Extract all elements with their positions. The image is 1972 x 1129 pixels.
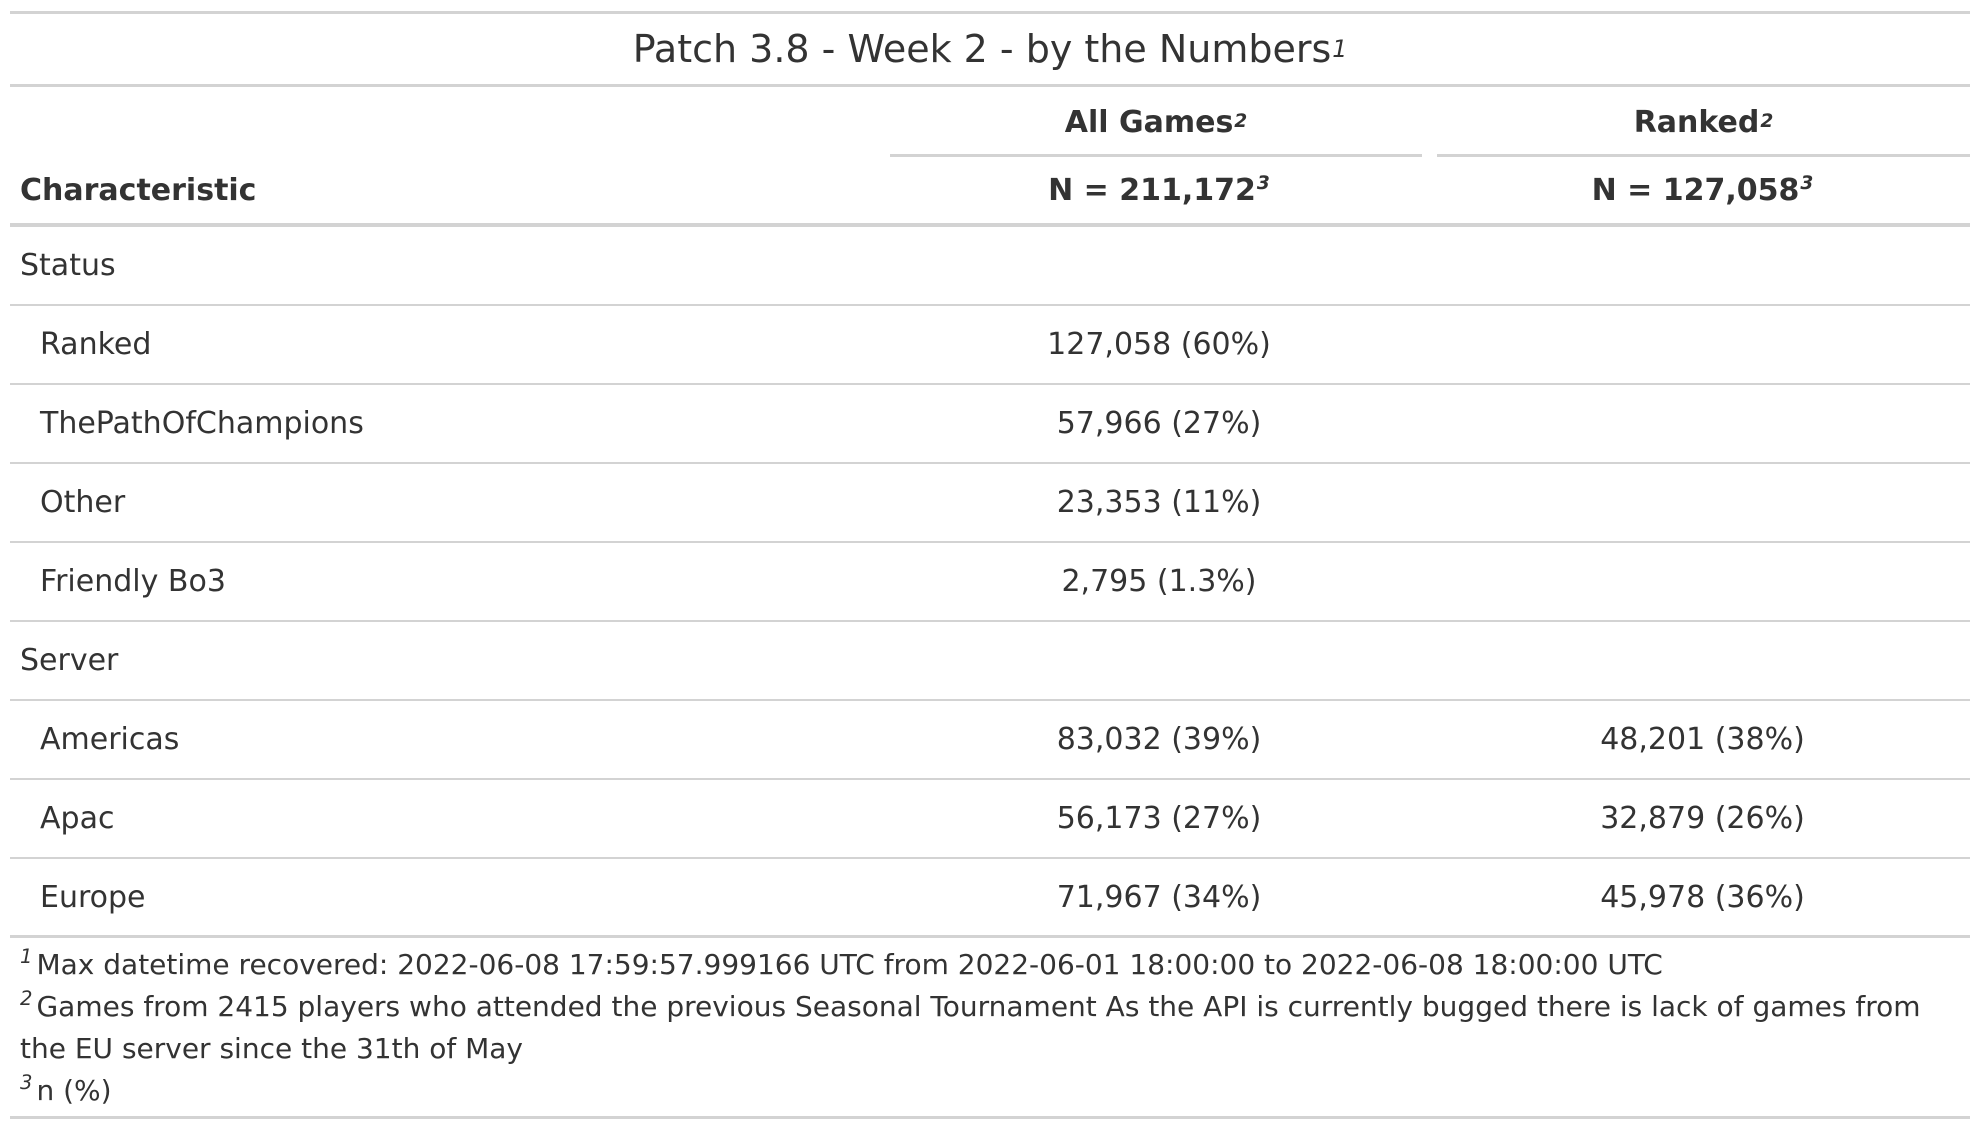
header-characteristic: Characteristic — [20, 172, 257, 208]
cell-ranked: 45,978 (36%) — [1600, 879, 1805, 915]
cell-all-games: 83,032 (39%) — [1056, 722, 1262, 757]
row-label: ThePathOfChampions — [40, 406, 364, 441]
table-row: Other 23,353 (11%) — [10, 464, 1970, 543]
footnote: 1 Max datetime recovered: 2022-06-08 17:5… — [20, 944, 1960, 986]
cell-ranked: 32,879 (26%) — [1600, 801, 1805, 836]
row-label: Other — [40, 485, 126, 520]
cell-all-games: 71,967 (34%) — [1056, 879, 1262, 915]
footnote: 2 Games from 2415 players who attended th… — [20, 986, 1960, 1070]
table-row: Friendly Bo3 2,795 (1.3%) — [10, 543, 1970, 622]
group-row-status: Status — [10, 227, 1970, 306]
spanner-all-games-label: All Games — [1064, 104, 1234, 140]
header-ranked-n: N = 127,0583 — [1435, 173, 1970, 208]
table-row: Americas 83,032 (39%) 48,201 (38%) — [10, 701, 1970, 780]
row-label: Friendly Bo3 — [40, 564, 226, 599]
footnote-mark: 3 — [20, 1071, 33, 1095]
cell-all-games: 2,795 (1.3%) — [1061, 564, 1257, 599]
footnote-mark: 1 — [20, 945, 33, 969]
spanner-row: All Games 2 Ranked 2 — [10, 87, 1970, 157]
footnote-text: Games from 2415 players who attended the… — [20, 990, 1921, 1065]
header-all-games-n-mark: 3 — [1256, 173, 1270, 195]
footnote-text: n (%) — [36, 1074, 112, 1107]
spanner-ranked-label: Ranked — [1633, 104, 1760, 140]
table-title: Patch 3.8 - Week 2 - by the Numbers 1 — [10, 14, 1970, 87]
table-row: Apac 56,173 (27%) 32,879 (26%) — [10, 780, 1970, 859]
table-title-text: Patch 3.8 - Week 2 - by the Numbers — [632, 27, 1332, 71]
spanner-all-games-rule — [890, 154, 1422, 157]
group-label: Status — [20, 248, 116, 283]
table-row: Europe 71,967 (34%) 45,978 (36%) — [10, 859, 1970, 938]
header-ranked-n-text: N = 127,058 — [1591, 172, 1800, 208]
footnotes: 1 Max datetime recovered: 2022-06-08 17:5… — [10, 938, 1970, 1119]
spanner-ranked-rule — [1437, 154, 1970, 157]
group-label: Server — [20, 643, 119, 678]
top-rule — [10, 11, 1970, 14]
cell-ranked: 48,201 (38%) — [1600, 722, 1805, 757]
cell-all-games: 56,173 (27%) — [1056, 801, 1262, 836]
footnote-text: Max datetime recovered: 2022-06-08 17:59… — [36, 948, 1663, 981]
column-header-row: Characteristic N = 211,1723 N = 127,0583 — [10, 157, 1970, 227]
row-label: Ranked — [40, 327, 152, 362]
row-label: Apac — [40, 801, 115, 836]
row-label: Americas — [40, 722, 180, 757]
summary-table: Patch 3.8 - Week 2 - by the Numbers 1 All… — [10, 11, 1970, 1119]
table-row: Ranked 127,058 (60%) — [10, 306, 1970, 385]
footnote-mark: 2 — [20, 987, 33, 1011]
row-label: Europe — [40, 879, 146, 915]
spanner-all-games: All Games 2 — [890, 87, 1422, 157]
cell-all-games: 127,058 (60%) — [1047, 327, 1271, 362]
header-ranked-n-mark: 3 — [1800, 173, 1814, 195]
header-all-games-n-text: N = 211,172 — [1048, 172, 1256, 208]
cell-all-games: 23,353 (11%) — [1056, 485, 1262, 520]
header-all-games-n: N = 211,1723 — [883, 173, 1435, 208]
table-row: ThePathOfChampions 57,966 (27%) — [10, 385, 1970, 464]
cell-all-games: 57,966 (27%) — [1056, 406, 1262, 441]
group-row-server: Server — [10, 622, 1970, 701]
spanner-ranked: Ranked 2 — [1437, 87, 1970, 157]
